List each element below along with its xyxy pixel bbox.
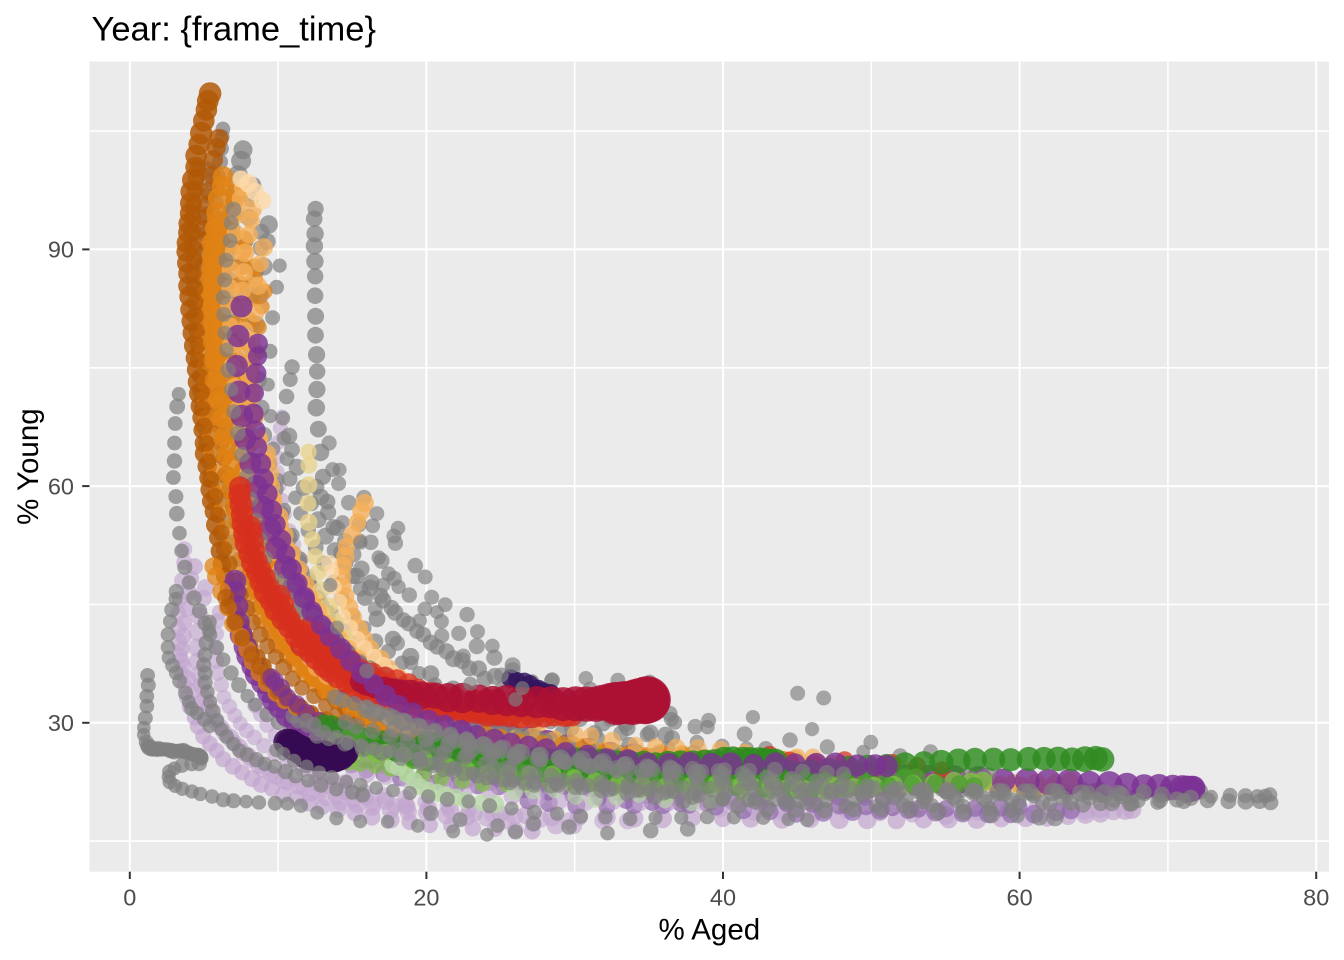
svg-text:80: 80	[1303, 885, 1329, 911]
svg-text:% Young: % Young	[12, 408, 45, 524]
svg-text:20: 20	[413, 885, 439, 911]
svg-text:90: 90	[48, 237, 74, 263]
svg-text:0: 0	[123, 885, 136, 911]
svg-text:60: 60	[48, 473, 74, 499]
svg-text:60: 60	[1007, 885, 1033, 911]
svg-text:% Aged: % Aged	[658, 914, 760, 947]
svg-text:40: 40	[710, 885, 736, 911]
svg-text:Year: {frame_time}: Year: {frame_time}	[92, 11, 376, 49]
svg-text:30: 30	[48, 710, 74, 736]
